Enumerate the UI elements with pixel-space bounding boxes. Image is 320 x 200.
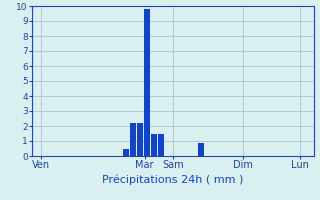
Bar (144, 9, 150, 156)
Bar (137, 123, 143, 156)
Bar (151, 134, 157, 156)
Bar (198, 142, 204, 156)
Bar (123, 148, 129, 156)
Bar (130, 123, 136, 156)
Bar (158, 134, 164, 156)
X-axis label: Précipitations 24h ( mm ): Précipitations 24h ( mm ) (102, 174, 244, 185)
